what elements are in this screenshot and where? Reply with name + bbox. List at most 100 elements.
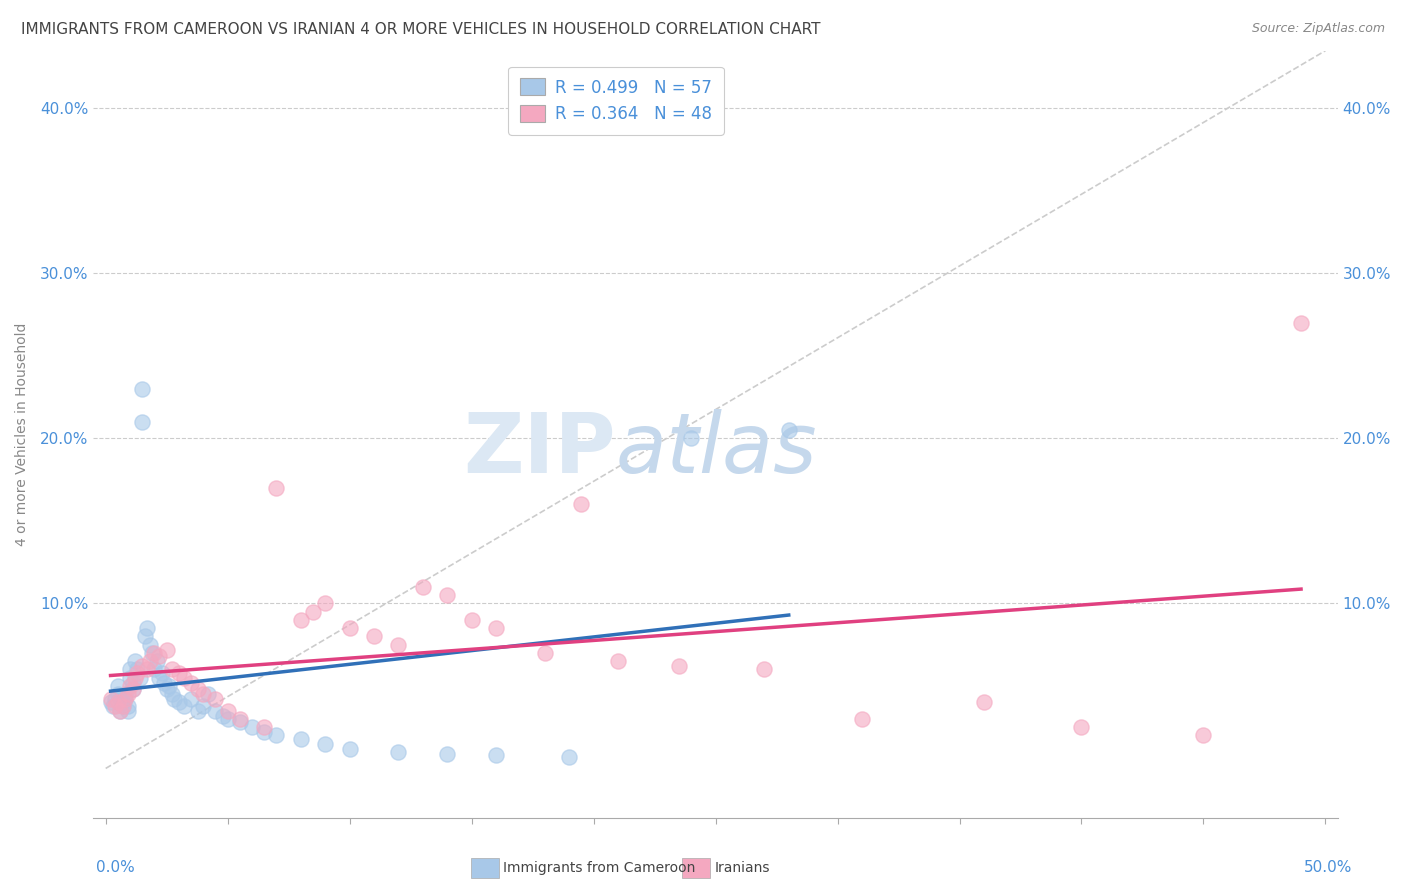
Text: Immigrants from Cameroon: Immigrants from Cameroon [503,861,696,875]
Point [107,679,129,693]
Point [180,692,202,706]
Point [217,712,239,726]
Point [110,704,132,718]
Point [533,646,555,660]
Point [117,698,139,713]
Point [187,704,209,718]
Point [131,659,153,673]
Point [157,679,180,693]
Point [339,621,361,635]
Point [104,692,127,706]
Point [121,675,143,690]
Point [143,662,166,676]
Point [138,638,160,652]
Point [173,671,195,685]
Legend: R = 0.499   N = 57, R = 0.364   N = 48: R = 0.499 N = 57, R = 0.364 N = 48 [509,67,724,135]
Point [180,675,202,690]
Point [229,712,252,726]
Point [111,698,134,713]
Point [193,687,215,701]
Point [314,596,336,610]
Point [240,720,263,734]
Point [110,704,132,718]
Point [136,621,159,635]
Point [387,638,409,652]
Point [163,692,186,706]
Point [253,725,276,739]
Point [128,671,150,685]
Point [107,687,129,701]
Point [117,687,139,701]
Point [134,629,156,643]
Point [100,695,122,709]
Text: 50.0%: 50.0% [1305,860,1353,874]
Point [156,642,179,657]
Point [460,613,482,627]
Point [127,662,149,676]
Point [668,659,690,673]
Point [187,682,209,697]
Point [302,605,325,619]
Point [1289,316,1312,330]
Point [211,708,233,723]
Point [339,741,361,756]
Point [778,423,800,437]
Point [136,662,159,676]
Point [290,613,312,627]
Point [314,737,336,751]
Y-axis label: 4 or more Vehicles in Household: 4 or more Vehicles in Household [15,323,30,546]
Point [120,679,142,693]
Point [485,621,508,635]
Point [114,687,136,701]
Point [150,665,173,680]
Point [204,692,226,706]
Point [160,662,183,676]
Point [569,498,592,512]
Point [138,654,160,668]
Point [412,580,434,594]
Point [120,671,142,685]
Point [436,747,458,761]
Text: 0.0%: 0.0% [96,860,135,874]
Text: Iranians: Iranians [714,861,769,875]
Point [111,698,134,713]
Point [253,720,276,734]
Point [754,662,776,676]
Point [363,629,385,643]
Point [217,704,239,718]
Text: Source: ZipAtlas.com: Source: ZipAtlas.com [1251,22,1385,36]
Point [124,671,146,685]
Point [290,731,312,746]
Point [148,671,170,685]
Point [681,432,703,446]
Point [101,698,124,713]
Point [110,692,132,706]
Point [558,750,581,764]
Point [1070,720,1092,734]
Point [114,692,136,706]
Point [121,682,143,697]
Point [266,481,288,495]
Point [193,698,215,713]
Point [107,695,129,709]
Point [111,695,134,709]
Point [387,745,409,759]
Text: ZIP: ZIP [464,409,616,490]
Point [266,728,288,742]
Text: atlas: atlas [616,409,818,490]
Point [121,682,143,697]
Point [117,704,139,718]
Point [114,692,136,706]
Point [143,646,166,660]
Point [148,649,170,664]
Point [204,704,226,718]
Point [167,695,190,709]
Point [851,712,873,726]
Point [1192,728,1215,742]
Point [100,692,122,706]
Point [173,698,195,713]
Text: IMMIGRANTS FROM CAMEROON VS IRANIAN 4 OR MORE VEHICLES IN HOUSEHOLD CORRELATION : IMMIGRANTS FROM CAMEROON VS IRANIAN 4 OR… [21,22,821,37]
Point [131,415,153,429]
Point [124,654,146,668]
Point [127,665,149,680]
